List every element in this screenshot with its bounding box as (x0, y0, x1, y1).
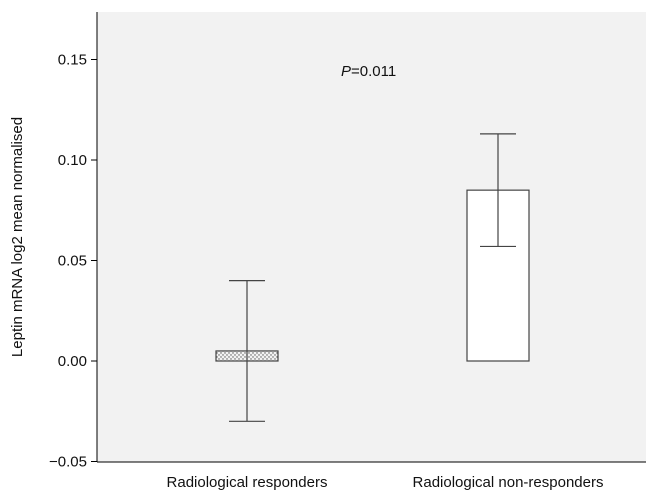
y-tick-label: 0.05 (58, 253, 87, 270)
p-value: =0.011 (351, 63, 396, 80)
y-axis: 0.15 0.10 0.05 0.00 −0.05 (49, 52, 97, 471)
p-label: P (341, 63, 351, 80)
x-tick-label-non-responders: Radiological non-responders (413, 474, 604, 491)
error-bars-layer (229, 133, 516, 422)
y-axis-title: Leptin mRNA log2 mean normalised (9, 117, 26, 357)
y-tick-label: 0.10 (58, 152, 87, 169)
plot-area (97, 12, 646, 462)
p-value-annotation: P=0.011 (341, 63, 396, 80)
y-tick-label: −0.05 (49, 454, 87, 471)
y-tick-label: 0.00 (58, 353, 87, 370)
y-tick-label: 0.15 (58, 52, 87, 69)
x-tick-label-responders: Radiological responders (167, 474, 328, 491)
